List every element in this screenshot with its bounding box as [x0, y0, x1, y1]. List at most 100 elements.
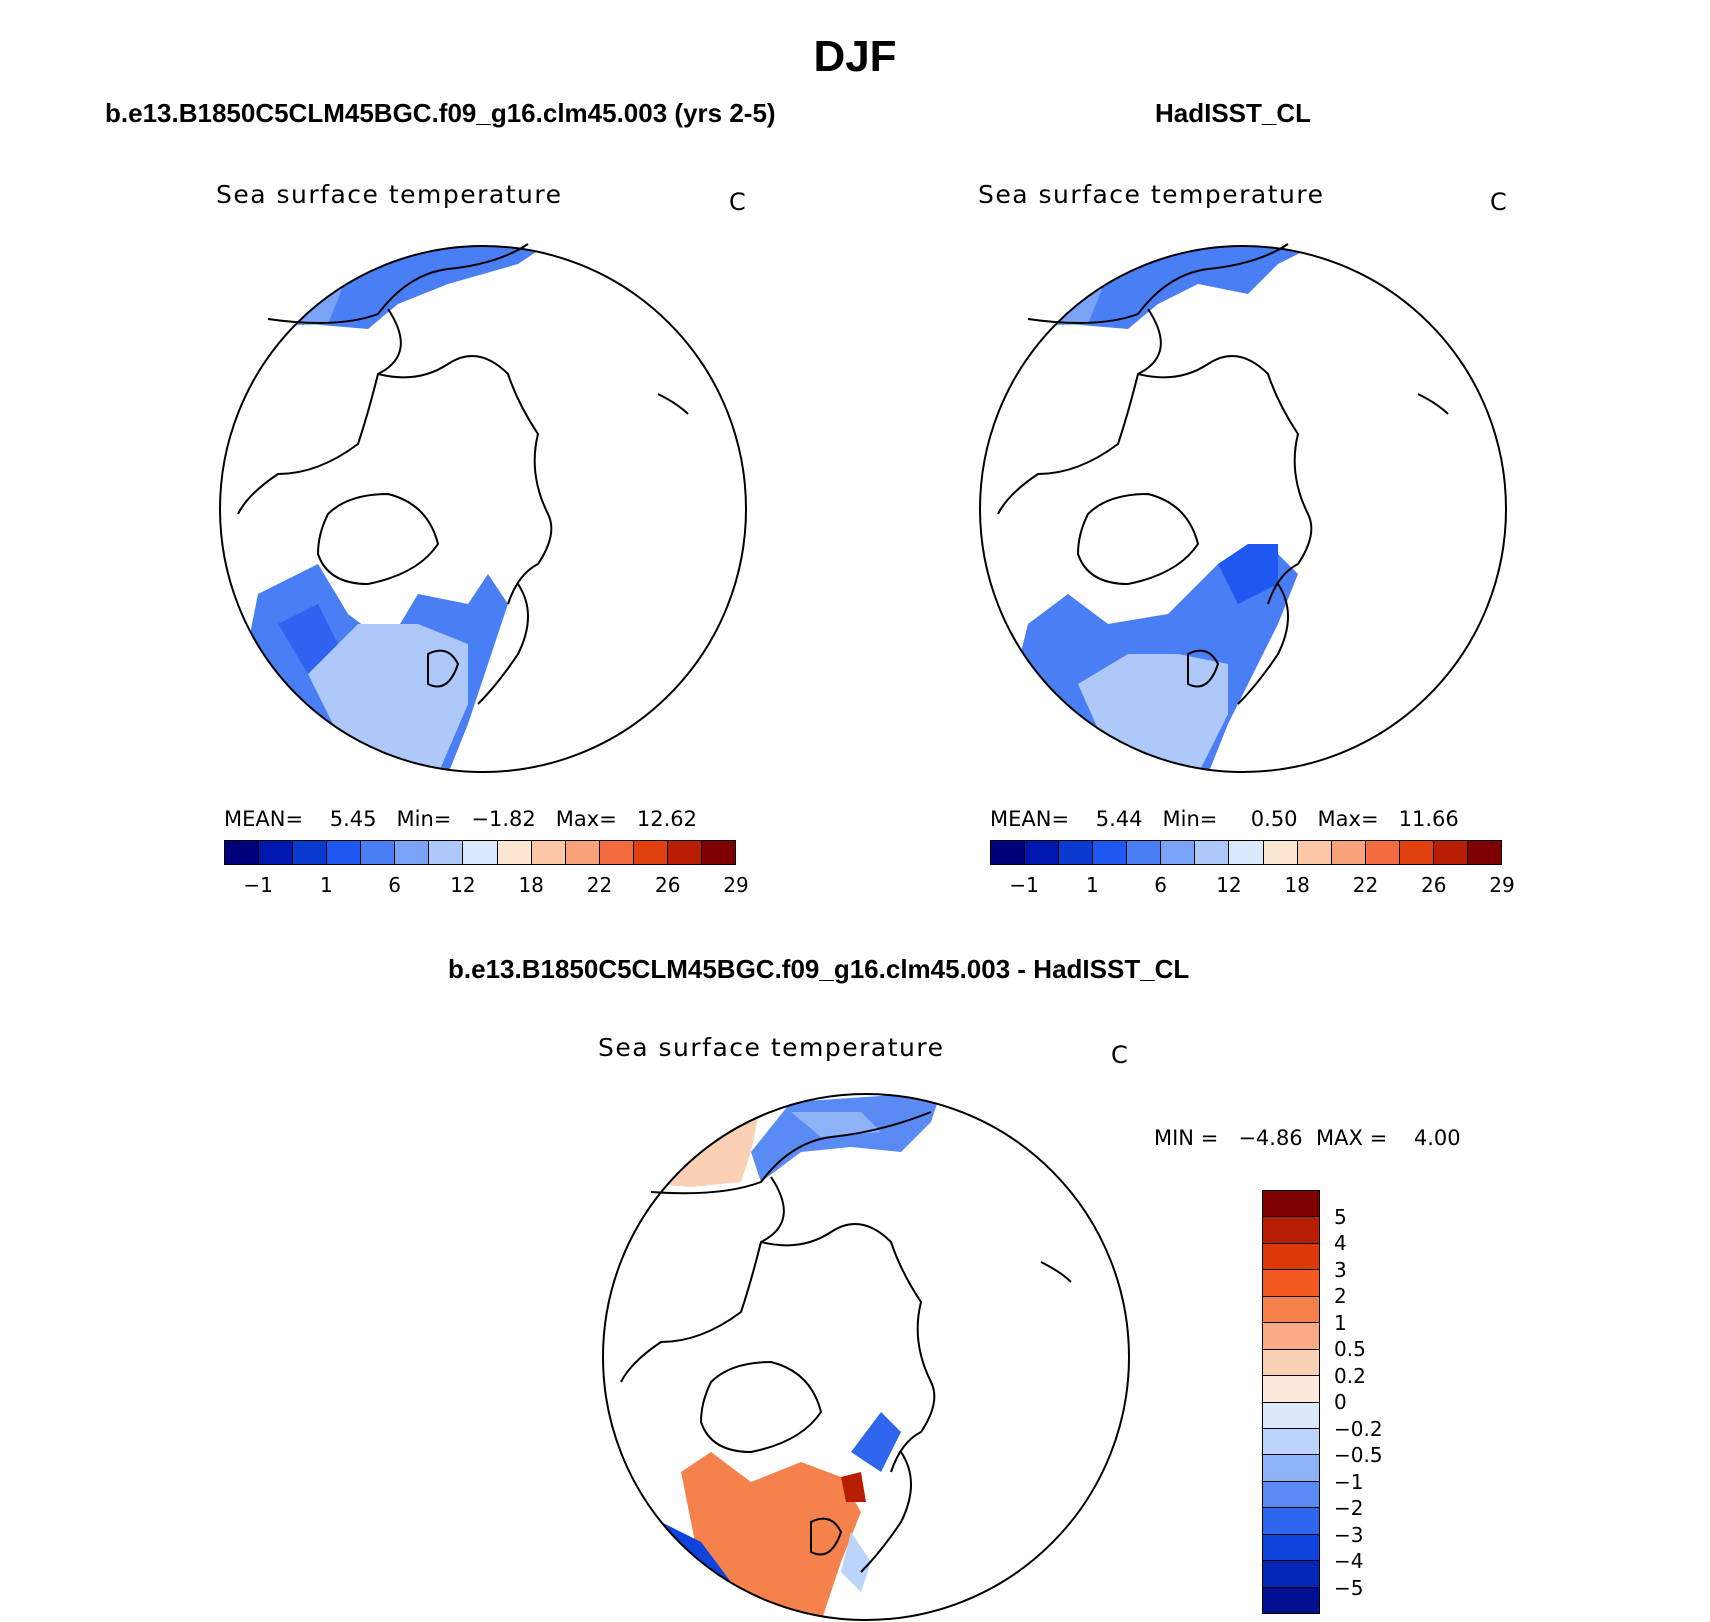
- panel-2-title: HadISST_CL: [1155, 98, 1312, 128]
- colorbar-tick-label: 12: [450, 873, 476, 897]
- colorbar-swatch: [1297, 841, 1332, 864]
- colorbar-tick-label: 4: [1334, 1231, 1347, 1255]
- colorbar-swatch: [259, 841, 294, 864]
- panel-3-polar-map: [602, 1093, 1130, 1621]
- colorbar-tick-label: −5: [1334, 1575, 1364, 1600]
- colorbar-swatch: [1263, 1481, 1319, 1509]
- colorbar-swatch: [1365, 841, 1400, 864]
- panel-3-title: b.e13.B1850C5CLM45BGC.f09_g16.clm45.003 …: [448, 954, 1190, 984]
- colorbar-swatch: [1059, 841, 1094, 864]
- colorbar-swatch: [1263, 1534, 1319, 1562]
- panel-3-coastlines: [620, 1111, 1072, 1573]
- colorbar-swatch: [667, 841, 702, 864]
- panel-1-atlantic-sst-mid: [278, 604, 338, 674]
- panel-1-colorbar-swatches: [224, 840, 736, 865]
- colorbar-swatch: [327, 841, 362, 864]
- panel-2-variable: Sea surface temperature: [978, 180, 1325, 209]
- colorbar-swatch: [633, 841, 668, 864]
- panel-1-title: b.e13.B1850C5CLM45BGC.f09_g16.clm45.003 …: [105, 98, 776, 128]
- panel-3-norwegian-cold-anomaly: [851, 1412, 901, 1472]
- panel-1-units: C: [729, 188, 746, 216]
- colorbar-tick-label: 29: [1489, 873, 1515, 897]
- colorbar-tick-label: −4: [1334, 1549, 1364, 1573]
- colorbar-tick-label: 6: [388, 873, 402, 897]
- colorbar-tick-label: 2: [1334, 1284, 1347, 1308]
- panel-2-stats: MEAN= 5.44 Min= 0.50 Max= 11.66: [990, 807, 1459, 831]
- colorbar-swatch: [1195, 841, 1230, 864]
- colorbar-swatch: [1127, 841, 1162, 864]
- panel-1-map-boundary: [219, 245, 747, 773]
- panel-3-pacific-warm-anomaly: [631, 1102, 761, 1187]
- colorbar-swatch: [1229, 841, 1264, 864]
- colorbar-tick-label: −3: [1334, 1522, 1364, 1547]
- panel-2-map-boundary: [979, 245, 1507, 773]
- panel-1-colorbar-ticks: −1 1 6 12 18 22 26 29: [224, 865, 748, 897]
- colorbar-swatch: [565, 841, 600, 864]
- panel-1-polar-map: [219, 243, 747, 773]
- colorbar-tick-label: −1: [1334, 1469, 1364, 1494]
- colorbar-tick-label: 0: [1334, 1390, 1347, 1414]
- colorbar-tick-label: 3: [1334, 1257, 1347, 1282]
- colorbar-swatch: [991, 841, 1026, 864]
- panel-3-colorbar-swatches: [1262, 1190, 1320, 1614]
- panel-2-colorbar-swatches: [990, 840, 1502, 865]
- colorbar-swatch: [701, 841, 735, 864]
- panel-2-polar-map: [979, 243, 1507, 773]
- colorbar-tick-label: 6: [1154, 873, 1168, 897]
- colorbar-swatch: [1263, 1428, 1319, 1456]
- colorbar-tick-label: −0.5: [1334, 1443, 1383, 1467]
- panel-2-units: C: [1490, 188, 1507, 216]
- panel-3-variable: Sea surface temperature: [598, 1033, 945, 1062]
- panel-3-colorbar: 5 4 3 2 1 0.5 0.2 0 −0.2 −0.5 −1 −2 −3 −4 −5: [1262, 1190, 1383, 1614]
- colorbar-tick-label: 22: [1352, 873, 1379, 897]
- colorbar-tick-label: 1: [1334, 1310, 1347, 1335]
- colorbar-swatch: [1263, 1349, 1319, 1377]
- colorbar-tick-label: 26: [654, 873, 681, 897]
- colorbar-swatch: [497, 841, 532, 864]
- colorbar-tick-label: 1: [320, 873, 333, 897]
- colorbar-swatch: [1263, 1587, 1319, 1613]
- colorbar-swatch: [1263, 1191, 1319, 1218]
- panel-3-stats: MIN = −4.86 MAX = 4.00: [1154, 1126, 1461, 1150]
- colorbar-tick-label: 18: [518, 873, 544, 897]
- panel-3-pacific-cool-band: [791, 1112, 881, 1137]
- colorbar-swatch: [1399, 841, 1434, 864]
- colorbar-tick-label: 1: [1086, 873, 1099, 897]
- colorbar-tick-label: 5: [1334, 1204, 1347, 1229]
- colorbar-swatch: [1263, 1270, 1319, 1297]
- colorbar-swatch: [1161, 841, 1196, 864]
- colorbar-tick-label: −2: [1334, 1496, 1364, 1520]
- colorbar-swatch: [1263, 1455, 1319, 1482]
- panel-1-stats: MEAN= 5.45 Min= −1.82 Max= 12.62: [224, 807, 697, 831]
- colorbar-swatch: [1093, 841, 1128, 864]
- panel-1-coastlines: [237, 243, 689, 705]
- panel-3-units: C: [1111, 1041, 1128, 1069]
- panel-3-northsea-cool: [841, 1532, 871, 1592]
- colorbar-swatch: [1263, 1217, 1319, 1244]
- colorbar-swatch: [361, 841, 396, 864]
- colorbar-swatch: [1263, 841, 1298, 864]
- colorbar-swatch: [1331, 841, 1366, 864]
- colorbar-swatch: [395, 841, 430, 864]
- colorbar-tick-label: 29: [723, 873, 749, 897]
- colorbar-swatch: [531, 841, 566, 864]
- colorbar-swatch: [1263, 1243, 1319, 1271]
- panel-1-colorbar: −1 1 6 12 18 22 26 29: [224, 840, 749, 897]
- colorbar-tick-label: 18: [1284, 873, 1310, 897]
- panel-3-atlantic-strong-warm: [841, 1472, 866, 1502]
- colorbar-swatch: [599, 841, 634, 864]
- colorbar-tick-label: −0.2: [1334, 1416, 1383, 1441]
- colorbar-swatch: [293, 841, 328, 864]
- colorbar-swatch: [1025, 841, 1060, 864]
- colorbar-swatch: [1263, 1323, 1319, 1350]
- colorbar-tick-label: 22: [586, 873, 613, 897]
- colorbar-tick-label: 26: [1420, 873, 1447, 897]
- panel-2-coastlines: [997, 243, 1449, 705]
- colorbar-swatch: [1263, 1402, 1319, 1429]
- panel-2-colorbar: −1 1 6 12 18 22 26 29: [990, 840, 1515, 897]
- colorbar-tick-label: 0.2: [1334, 1363, 1366, 1388]
- colorbar-swatch: [1433, 841, 1468, 864]
- colorbar-swatch: [1263, 1376, 1319, 1403]
- panel-3-colorbar-ticks: 5 4 3 2 1 0.5 0.2 0 −0.2 −0.5 −1 −2 −3 −4 −5: [1334, 1190, 1414, 1614]
- colorbar-tick-label: 12: [1216, 873, 1242, 897]
